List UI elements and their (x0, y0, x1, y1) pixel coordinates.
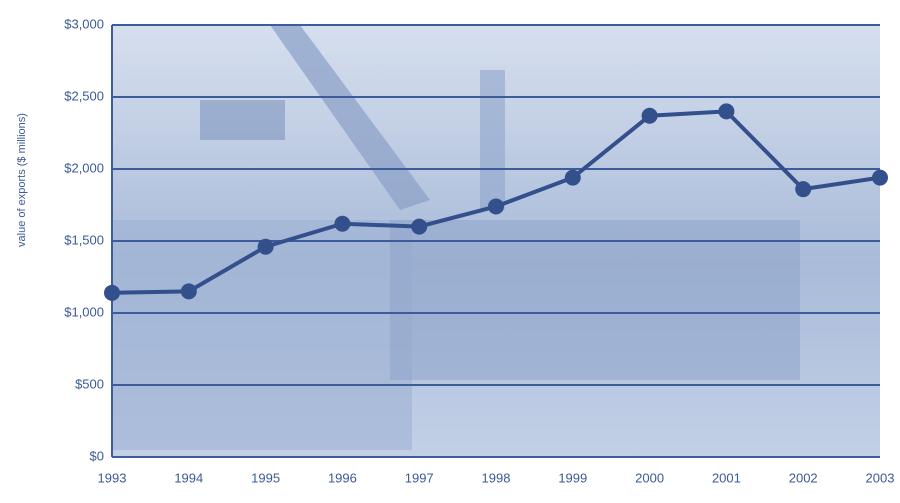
data-point (180, 283, 197, 300)
data-point (488, 198, 504, 215)
data-point (564, 169, 581, 186)
y-tick-label: $2,500 (64, 88, 104, 103)
y-tick-label: $1,500 (64, 232, 104, 247)
data-point (411, 218, 428, 235)
y-tick-label: $2,000 (64, 160, 104, 175)
data-point (334, 215, 351, 232)
y-tick-label: $3,000 (64, 16, 104, 31)
x-tick-label: 1995 (251, 470, 280, 485)
x-tick-label: 2001 (712, 470, 741, 485)
x-tick-label: 2002 (789, 470, 818, 485)
y-axis-label: value of exports ($ millions) (16, 113, 28, 247)
y-tick-label: $1,000 (64, 304, 104, 319)
data-point (104, 284, 120, 301)
x-tick-label: 1999 (558, 470, 587, 485)
x-tick-label: 1993 (98, 470, 127, 485)
x-tick-label: 1998 (482, 470, 511, 485)
data-point (872, 169, 888, 186)
x-tick-label: 1996 (328, 470, 357, 485)
y-tick-label: $0 (90, 448, 104, 463)
x-tick-label: 2003 (866, 470, 895, 485)
x-tick-label: 1997 (405, 470, 434, 485)
data-point (718, 103, 735, 120)
x-tick-label: 1994 (174, 470, 203, 485)
data-point (795, 181, 812, 198)
data-point (641, 107, 658, 124)
x-tick-label: 2000 (635, 470, 664, 485)
y-tick-label: $500 (75, 376, 104, 391)
data-point (257, 238, 274, 255)
